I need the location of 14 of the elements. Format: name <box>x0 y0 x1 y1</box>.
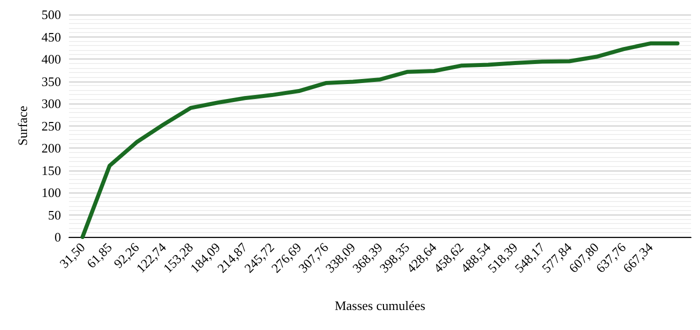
y-tick-label: 450 <box>42 29 61 44</box>
y-tick-label: 200 <box>42 140 61 156</box>
y-tick-label: 300 <box>42 96 61 111</box>
y-axis-title: Surface <box>15 106 30 146</box>
x-axis-title: Masses cumulées <box>334 298 426 313</box>
y-tick-label: 350 <box>42 74 61 89</box>
y-tick-label: 0 <box>54 230 61 244</box>
y-tick-label: 50 <box>48 207 61 222</box>
y-tick-label: 100 <box>42 185 61 200</box>
y-tick-label: 500 <box>42 7 61 22</box>
y-tick-label: 250 <box>42 118 61 134</box>
y-tick-label: 400 <box>42 52 61 66</box>
y-tick-label: 150 <box>42 162 61 178</box>
line-series <box>80 41 680 239</box>
